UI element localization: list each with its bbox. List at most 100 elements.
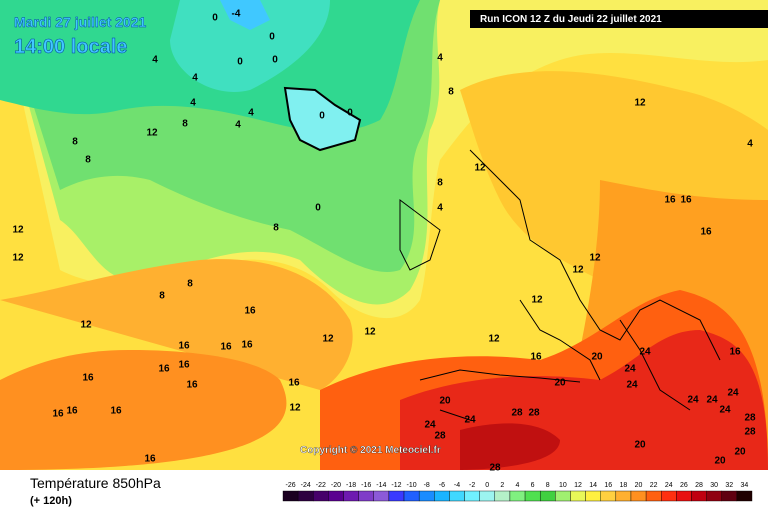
coastline <box>399 149 721 421</box>
contour-label: 16 <box>158 364 170 375</box>
contour-label: 8 <box>159 291 165 302</box>
colorbar-tick: -8 <box>424 482 430 489</box>
color-swatch <box>630 490 647 502</box>
contour-label: 16 <box>700 227 712 238</box>
color-swatch <box>555 490 571 502</box>
colorbar-tick: 24 <box>665 482 673 489</box>
colorbar-tick: 18 <box>620 482 628 489</box>
contour-label: 16 <box>680 195 692 206</box>
contour-label: 4 <box>437 53 443 64</box>
contour-label: 20 <box>591 352 603 363</box>
contour-label: 20 <box>734 447 746 458</box>
colorbar-tick: -10 <box>407 482 417 489</box>
colorbar-tick: 12 <box>574 482 582 489</box>
contour-label: 28 <box>511 408 523 419</box>
colorbar-tick: 2 <box>500 482 504 489</box>
contour-label: 4 <box>192 73 198 84</box>
color-swatch <box>479 490 496 502</box>
colorbar-tick: 20 <box>635 482 643 489</box>
color-swatch <box>358 490 374 502</box>
color-swatch <box>494 490 511 502</box>
contour-label: 24 <box>639 347 651 358</box>
contour-label: 12 <box>589 253 601 264</box>
color-swatch <box>721 490 738 502</box>
contour-label: 16 <box>729 347 741 358</box>
date: Mardi 27 juillet 2021 <box>14 14 146 30</box>
contour-label: 16 <box>530 352 542 363</box>
colorbar-tick: 22 <box>650 482 658 489</box>
contour-label: 8 <box>187 279 193 290</box>
contour-label: 12 <box>12 253 24 264</box>
legend-subtitle: (+ 120h) <box>30 495 72 507</box>
color-swatch <box>570 490 586 502</box>
colorbar-tick: -4 <box>454 482 460 489</box>
colorbar-tick: -2 <box>469 482 475 489</box>
color-swatch <box>403 490 420 502</box>
contour-label: 16 <box>220 342 232 353</box>
contour-label: 16 <box>178 360 190 371</box>
colorbar-tick: -22 <box>316 482 326 489</box>
contour-label: 12 <box>364 327 376 338</box>
contour-label: 28 <box>434 431 446 442</box>
contour-label: 4 <box>235 120 241 131</box>
colorbar-tick: -12 <box>391 482 401 489</box>
color-swatch <box>449 490 465 502</box>
contour-label: 12 <box>12 225 24 236</box>
contour-label: 28 <box>528 408 540 419</box>
colorbar-tick: -6 <box>439 482 445 489</box>
contour-label: 0 <box>319 111 325 122</box>
colorbar-tick: 8 <box>546 482 550 489</box>
colorbar-tick: -16 <box>361 482 371 489</box>
color-swatch <box>434 490 450 502</box>
color-swatch <box>600 490 617 502</box>
contour-label: 8 <box>448 87 454 98</box>
color-swatch <box>615 490 632 502</box>
contour-label: 24 <box>719 405 731 416</box>
color-swatch <box>464 490 480 502</box>
map-zone <box>220 0 270 30</box>
color-swatch <box>388 490 405 502</box>
copyright: Copyright © 2021 Meteociel.fr <box>300 445 441 456</box>
contour-label: 16 <box>52 409 64 420</box>
contour-label: 4 <box>747 139 753 150</box>
colorbar-tick: 10 <box>559 482 567 489</box>
contour-label: 8 <box>273 223 279 234</box>
color-swatch <box>373 490 390 502</box>
contour-label: 4 <box>190 98 196 109</box>
color-swatch <box>676 490 692 502</box>
colorbar-tick: 28 <box>695 482 703 489</box>
contour-label: 20 <box>554 378 566 389</box>
contour-label: 0 <box>212 13 218 24</box>
contour-label: 4 <box>152 55 158 66</box>
contour-label: 12 <box>634 98 646 109</box>
contour-label: 16 <box>66 406 78 417</box>
colorbar-tick: 4 <box>516 482 520 489</box>
color-swatch <box>313 490 329 502</box>
contour-label: -4 <box>232 9 241 20</box>
contour-label: 0 <box>237 57 243 68</box>
contour-label: 16 <box>241 340 253 351</box>
color-swatch <box>328 490 344 502</box>
colorbar-tick: 14 <box>589 482 597 489</box>
contour-label: 24 <box>687 395 699 406</box>
contour-label: 12 <box>572 265 584 276</box>
contour-label: 16 <box>186 380 198 391</box>
contour-label: 0 <box>269 32 275 43</box>
contour-label: 8 <box>182 119 188 130</box>
color-swatch <box>691 490 707 502</box>
legend-title: Température 850hPa <box>30 475 161 491</box>
time: 14:00 locale <box>14 36 127 58</box>
contour-label: 0 <box>347 108 353 119</box>
contour-label: 24 <box>727 388 739 399</box>
contour-label: 12 <box>322 334 334 345</box>
contour-label: 28 <box>744 427 756 438</box>
contour-label: 12 <box>146 128 158 139</box>
map-zone <box>283 86 362 152</box>
contour-label: 8 <box>72 137 78 148</box>
color-swatch <box>661 490 677 502</box>
color-swatch <box>297 490 314 502</box>
contour-label: 16 <box>288 378 300 389</box>
run-info: Run ICON 12 Z du Jeudi 22 juillet 2021 <box>480 14 662 25</box>
map-zone <box>0 350 287 470</box>
